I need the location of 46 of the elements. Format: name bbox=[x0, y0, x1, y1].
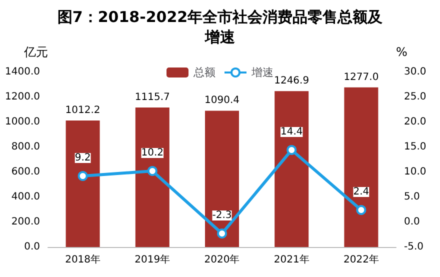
legend-label: 总额 bbox=[192, 66, 216, 79]
point bbox=[286, 145, 297, 155]
y-tick-label: 800.0 bbox=[11, 142, 40, 152]
bar bbox=[66, 120, 100, 247]
y-tick-label: 600.0 bbox=[11, 166, 40, 178]
y-tick-label: 0.0 bbox=[24, 242, 40, 252]
data-label: 1115.7 bbox=[134, 92, 170, 104]
data-label: 10.2 bbox=[141, 148, 164, 158]
x-tick-label: 2022年 bbox=[343, 254, 379, 266]
y2-tick-label: -5.0 bbox=[404, 242, 424, 252]
y2-tick-label: 20.0 bbox=[404, 116, 426, 128]
legend-label: 增速 bbox=[250, 66, 274, 79]
x-tick-label: 2021年 bbox=[274, 254, 310, 266]
x-tick-label: 2019年 bbox=[134, 254, 170, 266]
data-label: 14.4 bbox=[280, 126, 303, 138]
y2-tick-label: 5.0 bbox=[404, 192, 420, 202]
x-tick-label: 2018年 bbox=[65, 254, 101, 266]
y-tick-label: 1000.0 bbox=[5, 116, 40, 128]
y2-tick-label: 25.0 bbox=[404, 92, 426, 102]
y-tick-label: 1400.0 bbox=[5, 66, 40, 78]
data-label: 9.2 bbox=[74, 152, 91, 164]
y2-tick-label: 10.0 bbox=[404, 166, 426, 178]
point bbox=[217, 228, 227, 238]
bar bbox=[344, 87, 378, 247]
data-label: 1277.0 bbox=[344, 72, 379, 83]
data-label: 1090.4 bbox=[204, 95, 240, 106]
point bbox=[147, 166, 158, 176]
data-label: -2.3 bbox=[212, 210, 232, 221]
data-label: 2.4 bbox=[353, 186, 370, 198]
y-tick-label: 200.0 bbox=[11, 216, 40, 228]
x-tick-label: 2020年 bbox=[204, 254, 240, 266]
data-label: 1012.2 bbox=[65, 104, 100, 116]
y-axis-title: 亿元 bbox=[23, 45, 48, 59]
data-label: 1246.9 bbox=[274, 76, 310, 87]
y-tick-label: 1200.0 bbox=[5, 92, 40, 102]
y2-tick-label: 15.0 bbox=[404, 142, 426, 152]
y2-axis-title: % bbox=[396, 45, 408, 59]
point bbox=[356, 205, 366, 215]
chart-title: 图7：2018-2022年全市社会消费品零售总额及增速 bbox=[57, 8, 384, 46]
bar bbox=[274, 91, 309, 247]
y2-tick-label: 0.0 bbox=[404, 216, 420, 228]
bar bbox=[205, 110, 239, 247]
y2-tick-label: 30.0 bbox=[404, 66, 426, 78]
bar bbox=[135, 108, 170, 247]
y-tick-label: 400.0 bbox=[11, 192, 40, 202]
point bbox=[78, 171, 88, 181]
